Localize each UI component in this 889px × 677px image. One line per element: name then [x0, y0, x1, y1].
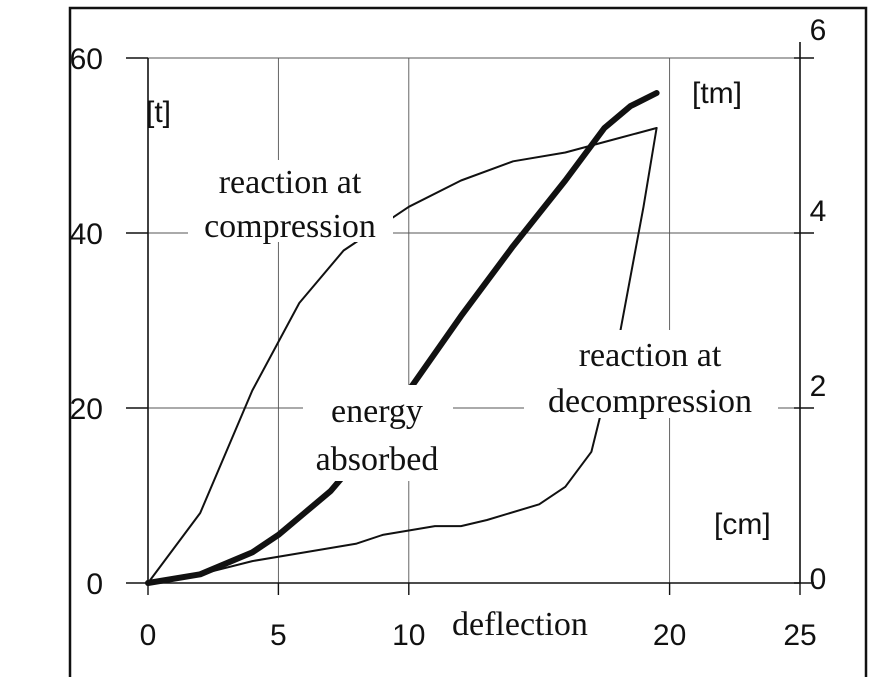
- axes: [126, 42, 814, 595]
- x-unit: [cm]: [714, 508, 771, 541]
- annotation-backdrop: [188, 160, 393, 242]
- left-y-tick-label: 40: [70, 218, 103, 251]
- x-tick-label: 5: [270, 619, 287, 652]
- annotation-decompression: decompression: [548, 383, 752, 420]
- annotation-energy: energy: [331, 393, 423, 430]
- series-compression-line: [147, 127, 658, 584]
- x-axis-title: deflection: [452, 606, 588, 643]
- right-y-tick-label: 2: [810, 370, 827, 403]
- x-tick-label: 20: [653, 619, 686, 652]
- x-tick-label: 0: [140, 619, 157, 652]
- right-y-unit: [tm]: [692, 77, 742, 110]
- x-tick-label: 25: [783, 619, 816, 652]
- x-tick-label: 10: [392, 619, 425, 652]
- grid: [148, 57, 800, 583]
- chart-frame: [68, 6, 868, 677]
- left-y-unit: [t]: [146, 96, 171, 129]
- annotation-backdrop: [524, 330, 778, 418]
- annotation-compression: reaction at: [219, 164, 362, 201]
- annotation-backdrop: [303, 385, 453, 481]
- right-y-tick-label: 4: [810, 195, 827, 228]
- left-y-tick-label: 20: [70, 393, 103, 426]
- right-y-tick-label: 6: [810, 14, 827, 47]
- left-y-tick-label: 0: [86, 568, 103, 601]
- annotation-energy: absorbed: [316, 441, 439, 478]
- annotation-compression: compression: [204, 208, 376, 245]
- annotation-decompression: reaction at: [579, 337, 722, 374]
- right-y-tick-label: 0: [810, 563, 827, 596]
- left-y-tick-label: 60: [70, 43, 103, 76]
